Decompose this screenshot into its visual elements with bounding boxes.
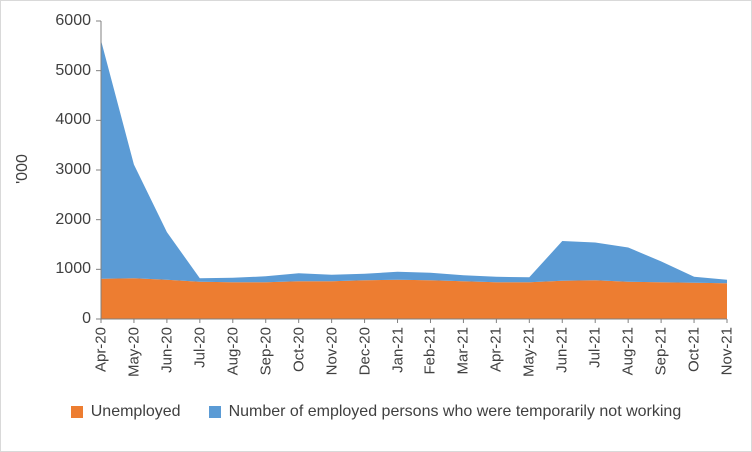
x-axis-tick-label: Nov-21 [718, 327, 736, 376]
x-axis-tick-label: Jul-21 [586, 327, 604, 368]
x-axis-tick-label: Apr-20 [92, 327, 110, 373]
y-axis-tick-label: 0 [82, 310, 91, 327]
y-axis-title: '000 [14, 154, 31, 184]
x-axis-tick-label: Jun-21 [553, 327, 571, 373]
x-axis-tick-label: Dec-20 [356, 327, 374, 376]
area-series-1 [101, 40, 727, 284]
y-axis-tick-label: 6000 [55, 12, 91, 29]
legend-swatch-unemployed-icon [70, 406, 83, 418]
y-axis-tick-label: 1000 [55, 260, 91, 278]
legend-label-temporarily-not-working: Number of employed persons who were temp… [228, 403, 682, 420]
x-axis-tick-label: Jan-21 [389, 327, 407, 373]
x-axis-tick-label: May-21 [520, 327, 538, 378]
legend-item-temporarily-not-working: Number of employed persons who were temp… [208, 403, 682, 421]
x-axis-tick-label: Mar-21 [454, 327, 472, 375]
legend: Unemployed Number of employed persons wh… [1, 403, 751, 421]
legend-item-unemployed: Unemployed [70, 403, 181, 421]
y-axis-tick-label: 3000 [55, 161, 91, 178]
x-axis-tick-label: Feb-21 [421, 327, 439, 375]
x-axis-tick-label: Apr-21 [487, 327, 505, 373]
x-axis-tick-label: Aug-21 [619, 327, 637, 376]
y-axis-tick-label: 4000 [55, 111, 91, 129]
x-axis-tick-label: Jun-20 [158, 327, 176, 373]
area-series-0 [101, 278, 727, 319]
x-axis-tick-label: Oct-20 [290, 327, 308, 373]
x-axis-tick-label: Sep-21 [652, 327, 670, 376]
x-axis-tick-label: Jul-20 [191, 327, 209, 368]
legend-swatch-temporarily-not-working-icon [208, 406, 221, 418]
x-axis-tick-label: May-20 [125, 327, 143, 378]
x-axis-tick-label: Aug-20 [224, 327, 242, 376]
x-axis-tick-label: Oct-21 [685, 327, 703, 373]
legend-label-unemployed: Unemployed [90, 403, 181, 420]
y-axis-tick-label: 2000 [55, 210, 91, 228]
y-axis-tick-label: 5000 [55, 61, 91, 79]
x-axis-tick-label: Nov-20 [323, 327, 341, 376]
x-axis-tick-label: Sep-20 [257, 327, 275, 376]
